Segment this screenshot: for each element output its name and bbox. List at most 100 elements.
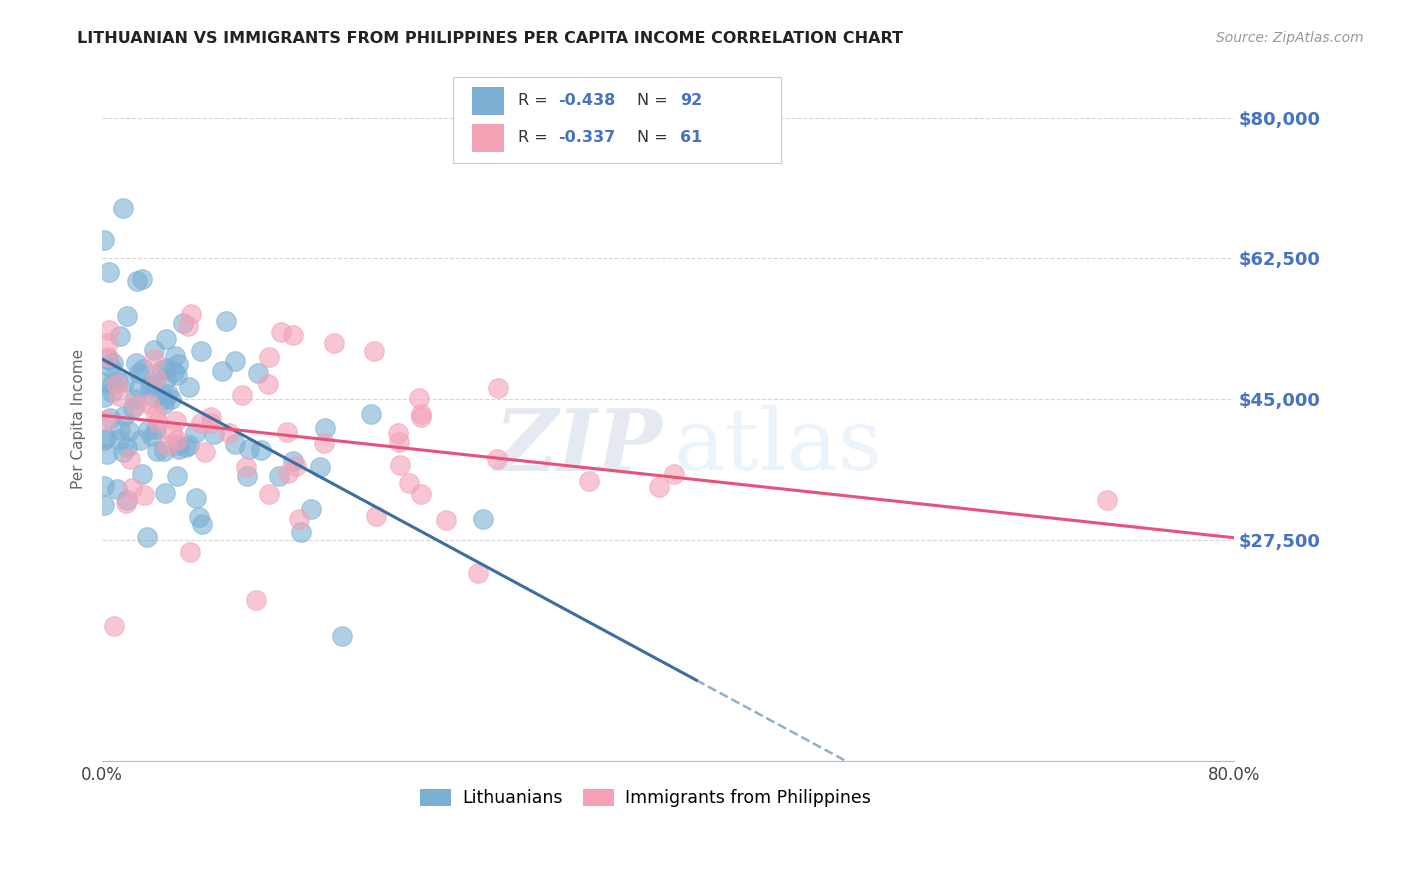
Point [238, 442, 260, 457]
Text: -0.438: -0.438 [558, 94, 616, 109]
Point [93, 498, 115, 512]
Text: R =: R = [517, 94, 553, 109]
FancyBboxPatch shape [453, 78, 782, 163]
Point [125, 274, 148, 288]
Point [224, 353, 246, 368]
Point [153, 396, 176, 410]
Point [172, 317, 194, 331]
Point [141, 379, 163, 393]
Point [145, 407, 167, 421]
Point [132, 488, 155, 502]
Point [257, 376, 280, 391]
Point [472, 512, 495, 526]
Point [96, 352, 118, 367]
Point [124, 392, 146, 406]
Point [153, 392, 176, 406]
Point [202, 427, 225, 442]
Point [108, 328, 131, 343]
Point [276, 425, 298, 439]
Point [578, 474, 600, 488]
Point [408, 391, 430, 405]
Point [96, 431, 118, 445]
Point [177, 438, 200, 452]
Point [108, 432, 131, 446]
Point [93, 479, 115, 493]
Point [125, 398, 148, 412]
Point [257, 487, 280, 501]
Point [117, 310, 139, 324]
Point [114, 496, 136, 510]
Point [128, 381, 150, 395]
Point [387, 426, 409, 441]
Point [118, 424, 141, 438]
Point [177, 319, 200, 334]
Point [93, 390, 115, 404]
Point [150, 363, 173, 377]
Point [250, 442, 273, 457]
Point [111, 445, 134, 459]
Point [115, 493, 138, 508]
Point [163, 349, 186, 363]
Point [153, 485, 176, 500]
Point [160, 392, 183, 406]
Point [143, 343, 166, 357]
Point [190, 517, 212, 532]
Point [409, 487, 432, 501]
Point [485, 451, 508, 466]
Point [93, 375, 115, 389]
Point [360, 407, 382, 421]
Point [108, 423, 131, 437]
Point [183, 425, 205, 440]
Point [648, 480, 671, 494]
Point [145, 422, 167, 436]
Point [314, 435, 336, 450]
Point [290, 524, 312, 539]
Point [112, 376, 135, 390]
Point [145, 371, 167, 385]
Point [288, 511, 311, 525]
Point [93, 233, 115, 247]
Point [129, 433, 152, 447]
Point [387, 435, 409, 450]
Point [184, 491, 207, 505]
Point [105, 377, 128, 392]
Point [156, 438, 179, 452]
FancyBboxPatch shape [472, 87, 503, 115]
Point [267, 469, 290, 483]
Point [190, 416, 212, 430]
Point [187, 509, 209, 524]
Point [94, 412, 117, 426]
Text: Source: ZipAtlas.com: Source: ZipAtlas.com [1216, 31, 1364, 45]
Point [121, 481, 143, 495]
Point [236, 469, 259, 483]
Point [308, 460, 330, 475]
Point [101, 377, 124, 392]
Point [409, 407, 432, 421]
Point [200, 416, 222, 430]
Point [363, 343, 385, 358]
Point [160, 425, 183, 439]
Point [179, 544, 201, 558]
Point [97, 350, 120, 364]
Point [224, 437, 246, 451]
Point [211, 364, 233, 378]
Point [1097, 492, 1119, 507]
Point [136, 531, 159, 545]
Point [105, 482, 128, 496]
Point [115, 440, 138, 454]
Point [118, 452, 141, 467]
Point [246, 366, 269, 380]
Point [398, 475, 420, 490]
Point [132, 362, 155, 376]
Point [218, 425, 240, 440]
Text: R =: R = [517, 130, 553, 145]
Point [166, 469, 188, 483]
Point [299, 501, 322, 516]
Point [409, 410, 432, 425]
Point [100, 360, 122, 375]
Point [97, 323, 120, 337]
Point [323, 336, 346, 351]
Point [166, 433, 188, 447]
Point [281, 328, 304, 343]
Point [165, 414, 187, 428]
